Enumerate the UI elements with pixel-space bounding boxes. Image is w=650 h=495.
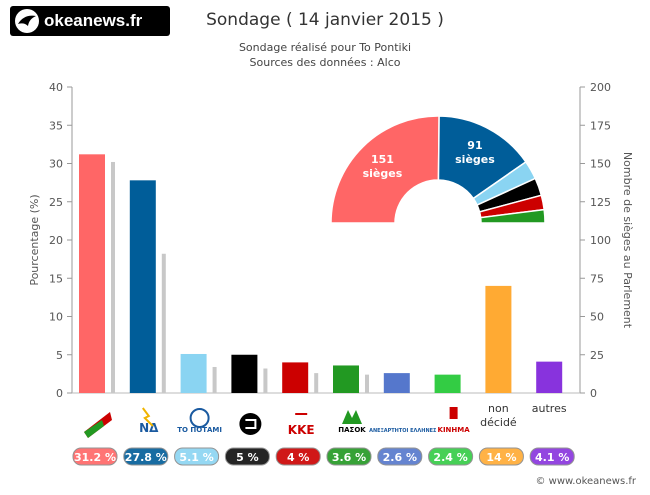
right-tick-label: 150: [590, 158, 611, 171]
right-tick-label: 0: [590, 387, 597, 400]
percent-bar: [180, 353, 207, 393]
subtitle-line-1: Sondage réalisé pour To Pontiki: [238, 41, 412, 54]
percent-label: 4.1 %: [535, 451, 569, 464]
seat-bar: [263, 368, 268, 393]
percent-label: 27.8 %: [125, 451, 167, 464]
seat-bar: [365, 374, 369, 393]
percent-pill: [224, 447, 270, 466]
party-logo-text: ΑΝΕΞΑΡΤΗΤΟΙ ΕΛΛΗΝΕΣ: [369, 428, 437, 434]
seat-bar: [111, 161, 115, 393]
golden-dawn-meander-icon: [245, 419, 257, 429]
percent-label: 14 %: [486, 451, 516, 464]
hemicycle-slice: [330, 115, 440, 224]
chart-title: Sondage ( 14 janvier 2015 ): [206, 10, 444, 30]
left-tick-label: 30: [49, 158, 63, 171]
hemicycle-label: sièges: [363, 167, 403, 180]
right-tick-label: 50: [590, 311, 604, 324]
party-logo-text: ΤΟ ΠΟΤΑΜΙ: [177, 426, 222, 434]
left-tick-label: 40: [49, 81, 63, 94]
percent-label: 2.4 %: [433, 451, 467, 464]
percent-bar: [231, 354, 258, 393]
percent-pill: [428, 447, 474, 466]
percent-pill: [123, 447, 169, 466]
percent-pill: [275, 447, 321, 466]
logo-text: okeanews.fr: [44, 11, 143, 30]
percent-bar: [129, 180, 156, 393]
syriza-flag-green-icon: [84, 420, 104, 438]
seat-bar: [212, 366, 217, 393]
hemicycle-label: sièges: [455, 153, 495, 166]
right-tick-label: 25: [590, 349, 604, 362]
percent-bar: [383, 373, 410, 393]
left-tick-label: 15: [49, 272, 63, 285]
y2-axis-title: Nombre de sièges au Parlement: [621, 152, 634, 329]
percent-label: 2.6 %: [383, 451, 417, 464]
left-tick-label: 5: [56, 349, 63, 362]
percent-bar: [333, 365, 359, 393]
party-logo-text: ΚΚΕ: [288, 423, 315, 437]
percent-pill: [529, 447, 575, 466]
nd-torch-icon: [142, 407, 154, 427]
hemicycle-slice: [479, 208, 546, 224]
percent-label: 3.6 %: [332, 451, 366, 464]
percent-label: 31.2 %: [74, 451, 116, 464]
seat-bar: [161, 253, 166, 393]
percent-pill: [72, 447, 118, 466]
party-logo-text: ΝΔ: [139, 421, 159, 435]
percent-label: 4 %: [287, 451, 310, 464]
right-tick-label: 200: [590, 81, 611, 94]
percent-pill: [478, 447, 524, 466]
pasok-sun-icon: [342, 410, 362, 424]
percent-label: 5 %: [236, 451, 259, 464]
percent-bar: [282, 362, 309, 393]
percent-pill: [326, 447, 372, 466]
percent-bar: [536, 361, 563, 393]
left-tick-label: 25: [49, 196, 63, 209]
left-tick-label: 35: [49, 119, 63, 132]
y-axis-title: Pourcentage (%): [28, 194, 41, 285]
hemicycle-label: 151: [371, 153, 394, 166]
subtitle-line-2: Sources des données : Alco: [249, 56, 401, 69]
bird-logo-icon: [15, 9, 39, 33]
seat-bar: [314, 373, 319, 393]
percent-label: 5.1 %: [179, 451, 213, 464]
golden-dawn-emblem-icon: [239, 413, 262, 435]
left-tick-label: 20: [49, 234, 63, 247]
party-logo-text: ΠΑΣΟΚ: [338, 426, 366, 434]
percent-bar: [434, 374, 461, 393]
hemicycle-label: 91: [467, 139, 482, 152]
right-tick-label: 75: [590, 272, 604, 285]
percent-bar: [485, 285, 512, 393]
percent-pill: [377, 447, 423, 466]
left-tick-label: 0: [56, 387, 63, 400]
party-logo-text: ΚΙΝΗΜΑ: [438, 426, 471, 434]
chart-subtitle: Sondage réalisé pour To Pontiki Sources …: [0, 40, 650, 70]
credit-text[interactable]: © www.okeanews.fr: [535, 476, 637, 487]
right-tick-label: 125: [590, 196, 611, 209]
percent-bar: [79, 154, 105, 393]
category-text-label: autres: [532, 402, 567, 415]
potami-swirl-icon: [189, 408, 210, 428]
kinima-emblem-icon: [449, 407, 458, 419]
right-tick-label: 100: [590, 234, 611, 247]
percent-pill: [174, 447, 220, 466]
left-tick-label: 10: [49, 311, 63, 324]
okeanews-logo[interactable]: okeanews.fr: [10, 6, 170, 36]
category-text-label: décidé: [480, 416, 517, 429]
right-tick-label: 175: [590, 119, 611, 132]
category-text-label: non: [488, 402, 509, 415]
